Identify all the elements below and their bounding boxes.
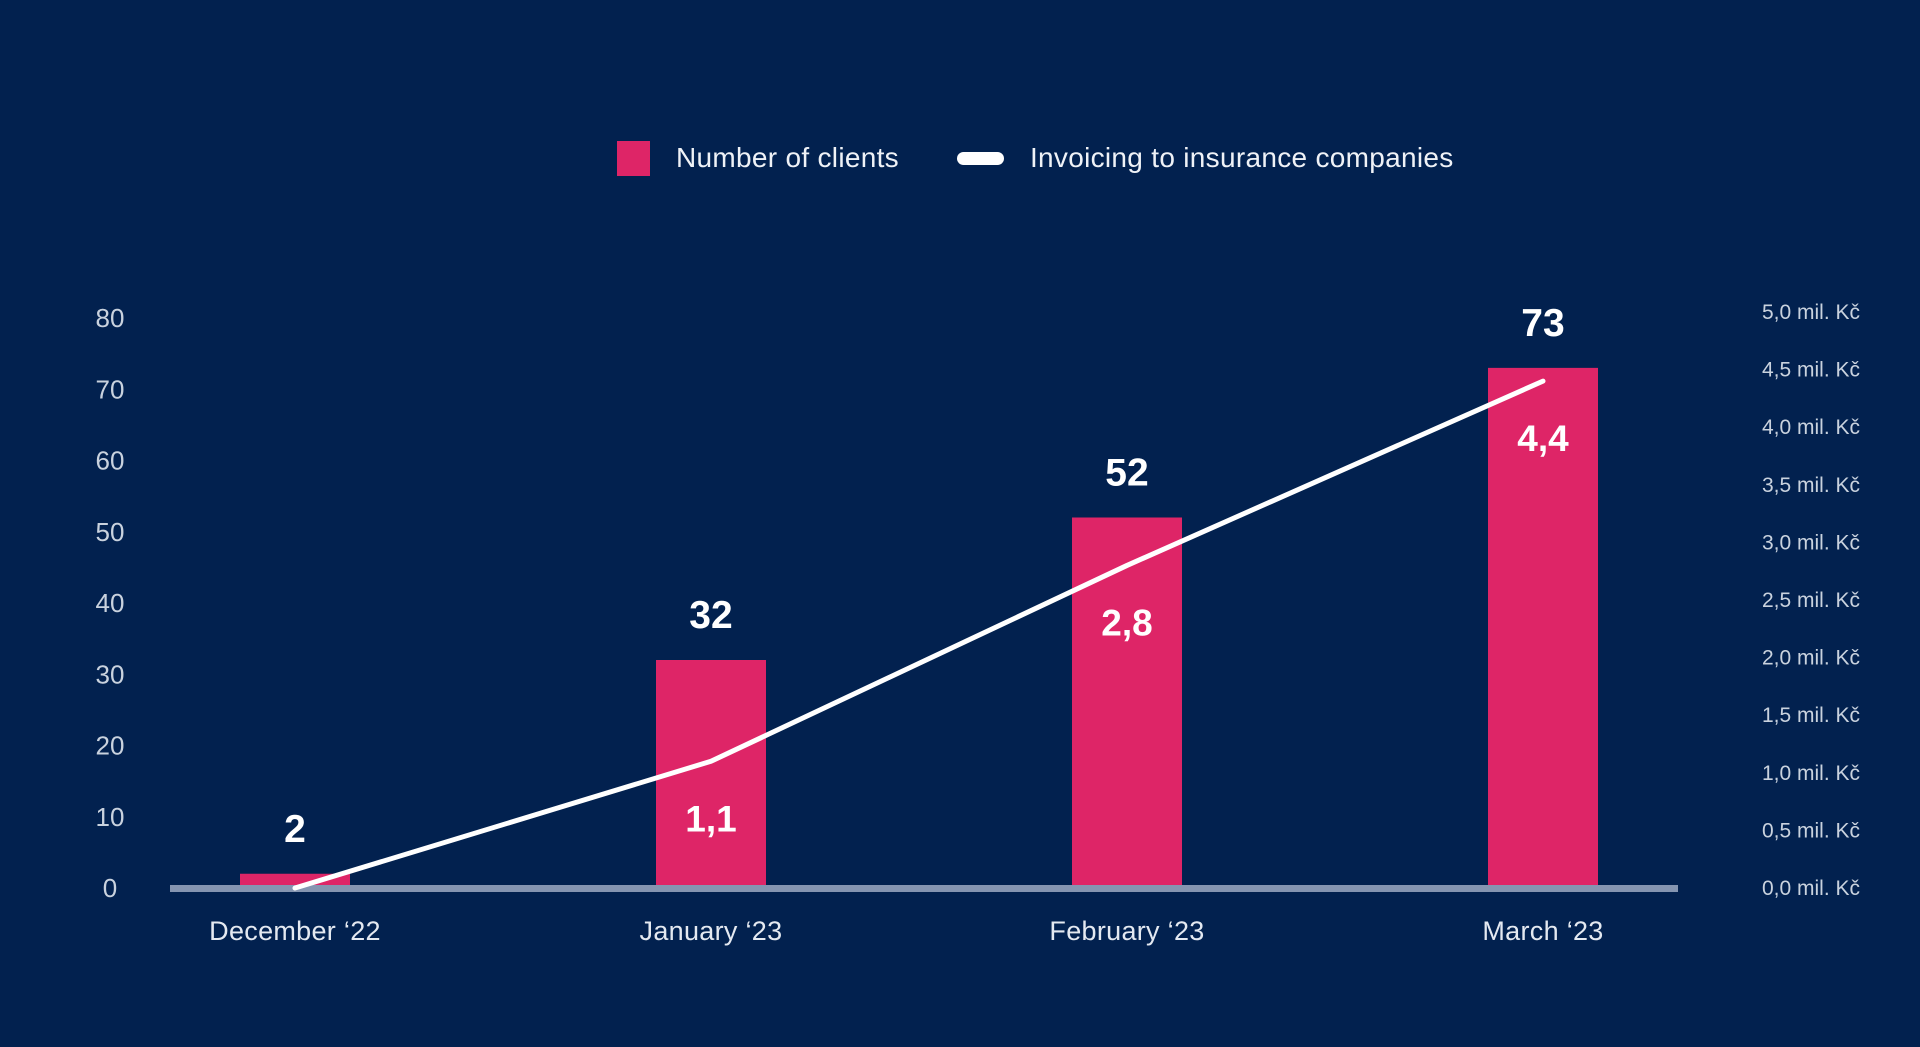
line-value-label-3: 4,4 <box>1517 418 1569 459</box>
left-axis-tick-40: 40 <box>96 588 125 618</box>
left-axis-tick-30: 30 <box>96 659 125 689</box>
bar-value-label-2: 52 <box>1105 452 1148 495</box>
right-axis-tick-2: 1,0 mil. Kč <box>1762 762 1860 785</box>
right-axis-tick-8: 4,0 mil. Kč <box>1762 416 1860 439</box>
x-axis-label-0: December ‘22 <box>209 916 381 946</box>
line-value-label-2: 2,8 <box>1101 602 1152 643</box>
right-axis-tick-9: 4,5 mil. Kč <box>1762 359 1860 382</box>
bar-2 <box>1072 517 1182 891</box>
left-axis-tick-70: 70 <box>96 374 125 404</box>
bar-value-label-0: 2 <box>284 808 306 851</box>
left-axis-tick-60: 60 <box>96 446 125 476</box>
x-axis-line <box>170 885 1678 892</box>
bar-value-label-3: 73 <box>1521 302 1564 345</box>
x-axis-label-1: January ‘23 <box>640 916 783 946</box>
left-axis-tick-0: 0 <box>103 873 117 903</box>
left-axis-tick-20: 20 <box>96 731 125 761</box>
x-axis-label-3: March ‘23 <box>1482 916 1603 946</box>
right-axis-tick-7: 3,5 mil. Kč <box>1762 474 1860 497</box>
bar-series-swatch-icon <box>617 140 650 176</box>
x-axis-label-2: February ‘23 <box>1049 916 1204 946</box>
right-axis-tick-6: 3,0 mil. Kč <box>1762 531 1860 554</box>
left-axis-tick-80: 80 <box>96 303 125 333</box>
line-series-dash-icon <box>956 151 1004 165</box>
left-axis-tick-10: 10 <box>96 802 125 832</box>
legend-label-number-of-clients: Number of clients <box>676 142 899 173</box>
invoicing-line <box>292 378 1546 891</box>
chart-legend: Number of clients Invoicing to insurance… <box>617 138 1454 178</box>
bar-1 <box>656 660 766 891</box>
right-axis-tick-1: 0,5 mil. Kč <box>1762 819 1860 842</box>
bar-value-label-1: 32 <box>689 594 732 637</box>
right-axis-tick-4: 2,0 mil. Kč <box>1762 647 1860 670</box>
right-axis-tick-0: 0,0 mil. Kč <box>1762 877 1860 900</box>
legend-item-number-of-clients: Number of clients <box>617 140 899 176</box>
line-value-label-1: 1,1 <box>685 798 736 839</box>
left-axis-tick-50: 50 <box>96 517 125 547</box>
legend-label-invoicing: Invoicing to insurance companies <box>1029 142 1454 173</box>
right-axis-tick-5: 2,5 mil. Kč <box>1762 589 1860 612</box>
right-axis-tick-10: 5,0 mil. Kč <box>1762 301 1860 324</box>
right-axis-tick-3: 1,5 mil. Kč <box>1762 704 1860 727</box>
bar-3 <box>1488 367 1598 891</box>
legend-item-invoicing: Invoicing to insurance companies <box>956 142 1454 174</box>
